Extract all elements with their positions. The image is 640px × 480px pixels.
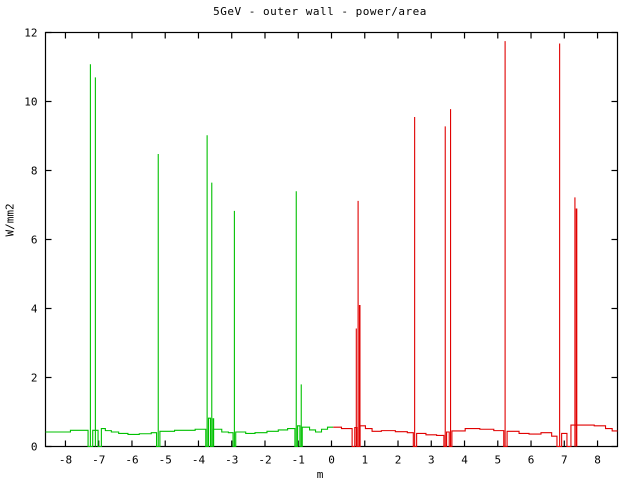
x-tick-label: 7 — [561, 454, 568, 467]
x-tick-label: 4 — [461, 454, 468, 467]
data-series-layer — [45, 41, 618, 448]
x-tick-label: -6 — [125, 454, 138, 467]
x-tick-label: -5 — [159, 454, 172, 467]
x-tick-label: 8 — [594, 454, 601, 467]
y-tick-label: 10 — [24, 96, 37, 109]
baseline-trace — [45, 417, 334, 448]
y-tick-label: 0 — [31, 441, 38, 454]
x-tick-label: 0 — [328, 454, 335, 467]
x-tick-label: 3 — [428, 454, 435, 467]
x-axis-label: m — [316, 468, 324, 480]
x-tick-label: -4 — [192, 454, 206, 467]
y-tick-label: 4 — [31, 303, 38, 316]
x-tick-label: 5 — [494, 454, 501, 467]
x-tick-label: -2 — [258, 454, 271, 467]
x-tick-label: 2 — [395, 454, 402, 467]
x-tick-label: -1 — [292, 454, 305, 467]
x-tick-label: -3 — [225, 454, 238, 467]
page-title: 5GeV - outer wall - power/area — [213, 5, 427, 18]
axis-frame — [44, 31, 619, 448]
y-tick-label: 6 — [31, 234, 38, 247]
series-negative-s-branch — [45, 64, 334, 448]
series-positive-s-branch — [333, 41, 618, 448]
plot-frame — [44, 31, 619, 448]
y-tick-label: 8 — [31, 165, 38, 178]
x-tick-group: -8 -7 -6 -5 -4 -3 -2 -1 0 1 2 3 4 5 6 7 8 — [59, 32, 601, 467]
y-tick-label: 2 — [31, 372, 38, 385]
y-tick-group: 0 2 4 6 8 10 12 — [24, 27, 618, 454]
x-tick-label: -7 — [92, 454, 105, 467]
x-tick-label: -8 — [59, 454, 72, 467]
x-tick-label: 1 — [361, 454, 368, 467]
x-tick-label: 6 — [528, 454, 535, 467]
y-tick-label: 12 — [24, 27, 37, 40]
